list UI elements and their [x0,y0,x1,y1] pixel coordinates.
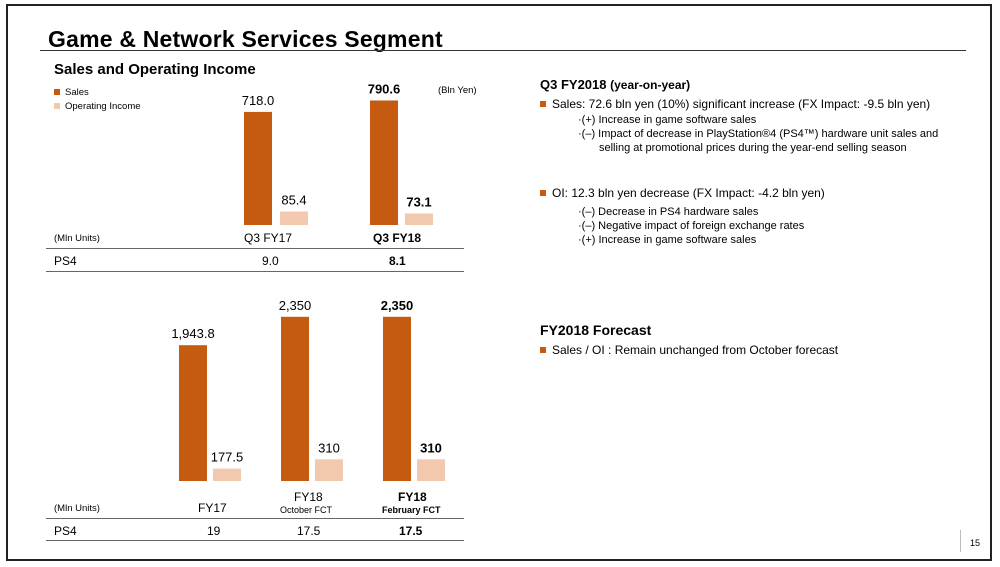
bar-sales [383,316,411,481]
data-label-sales: 2,350 [381,298,414,313]
q3-oi-detail-3-text: (+) Increase in game software sales [581,234,757,246]
bar-operating-income [417,459,445,481]
table2-value-feb: 17.5 [399,524,423,538]
bar-sales [244,111,272,225]
legend-sales-swatch [54,89,60,96]
legend-oi-swatch [54,103,60,110]
bullet-square-icon [540,347,546,353]
table2-col-oct-line1: FY18 [294,490,323,504]
q3-sales-detail-1-text: (+) Increase in game software sales [581,114,757,126]
q3-sales-detail-1: ·(+) Increase in game software sales [578,114,757,126]
table1-divider-top [46,248,464,249]
q3-oi-bullet: OI: 12.3 bln yen decrease (FX Impact: -4… [540,186,825,200]
slide-title: Game & Network Services Segment [48,26,443,52]
table2-col-fy17: FY17 [198,501,227,515]
q3-sales-text: Sales: 72.6 bln yen (10%) significant in… [552,97,931,111]
table2-divider-bottom [46,540,464,541]
data-label-operating-income: 85.4 [281,193,306,208]
bar-sales [370,100,398,225]
legend-oi-label: Operating Income [65,101,141,112]
legend-oi: Operating Income [54,101,141,112]
bar-operating-income [213,468,241,481]
q3-oi-detail-2-text: (–) Negative impact of foreign exchange … [581,220,805,232]
table1-col-q3fy18: Q3 FY18 [373,231,422,245]
q3-heading: Q3 FY2018 (year-on-year) [540,77,690,92]
page-number: 15 [970,538,981,548]
page-number-divider [960,530,961,552]
table1-col-q3fy17: Q3 FY17 [244,231,293,245]
table2-row-label: PS4 [54,524,77,538]
q3-oi-detail-3: ·(+) Increase in game software sales [578,234,757,246]
bullet-square-icon [540,190,546,196]
data-label-operating-income: 73.1 [406,194,431,209]
q3-oi-detail-1-text: (–) Decrease in PS4 hardware sales [581,206,759,218]
bar-sales [281,316,309,481]
q3-heading-label: Q3 FY2018 [540,77,607,92]
bar-operating-income [405,213,433,225]
bullet-square-icon [540,101,546,107]
table2-col-oct-line2: October FCT [280,505,333,515]
title-divider [40,50,966,51]
forecast-text: Sales / OI : Remain unchanged from Octob… [552,343,839,357]
legend-sales-label: Sales [65,87,89,98]
q3-oi-detail-1: ·(–) Decrease in PS4 hardware sales [578,206,759,218]
unit-note: (Bln Yen) [438,85,477,96]
table1-unit: (Mln Units) [54,233,100,244]
table1-value-q3fy18: 8.1 [389,254,406,268]
q3-heading-suffix: (year-on-year) [610,78,691,92]
data-label-operating-income: 310 [318,440,340,455]
bar-operating-income [280,211,308,225]
data-label-sales: 790.6 [368,81,401,96]
bar-sales [179,345,207,481]
data-label-sales: 1,943.8 [171,326,214,341]
table2-divider-top [46,518,464,519]
q3-sales-detail-2: ·(–) Impact of decrease in PlayStation®4… [578,128,939,140]
chart-subtitle: Sales and Operating Income [54,61,256,78]
q3-oi-detail-2: ·(–) Negative impact of foreign exchange… [578,220,805,232]
data-label-sales: 2,350 [279,298,312,313]
forecast-heading: FY2018 Forecast [540,322,652,338]
forecast-bullet: Sales / OI : Remain unchanged from Octob… [540,343,838,357]
data-label-operating-income: 177.5 [211,450,244,465]
table1-divider-bottom [46,271,464,272]
q3-sales-bullet: Sales: 72.6 bln yen (10%) significant in… [540,97,930,111]
table1-value-q3fy17: 9.0 [262,254,279,268]
table2-col-feb-line2: February FCT [382,505,441,515]
q3-sales-detail-3: selling at promotional prices during the… [599,142,907,154]
legend-sales: Sales [54,87,89,98]
q3-oi-text: OI: 12.3 bln yen decrease (FX Impact: -4… [552,186,825,200]
data-label-operating-income: 310 [420,440,442,455]
slide-frame [6,4,992,561]
table2-unit: (Mln Units) [54,503,100,514]
bar-operating-income [315,459,343,481]
table2-value-oct: 17.5 [297,524,321,538]
q3-sales-detail-2-text: (–) Impact of decrease in PlayStation®4 … [581,128,939,140]
data-label-sales: 718.0 [242,93,275,108]
table2-value-fy17: 19 [207,524,221,538]
table2-col-feb-line1: FY18 [398,490,427,504]
table1-row-label: PS4 [54,254,77,268]
